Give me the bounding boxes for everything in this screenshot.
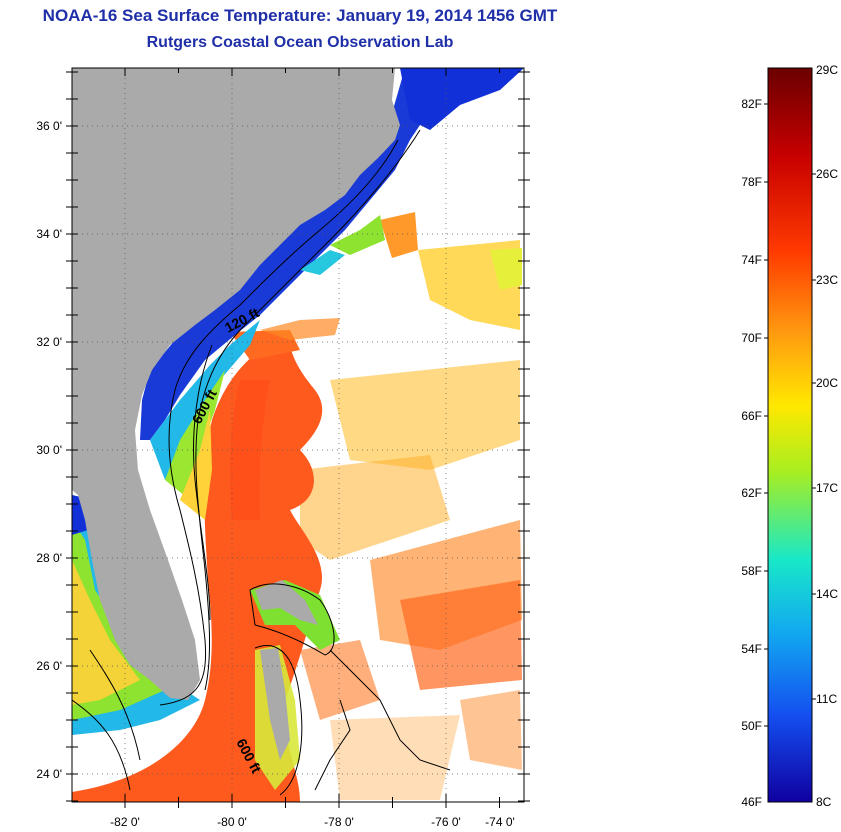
cb-c-label: 17C bbox=[816, 481, 838, 495]
lon-label: -78 0' bbox=[324, 815, 354, 829]
lon-label: -74 0' bbox=[485, 815, 515, 829]
cb-f-label: 58F bbox=[741, 564, 762, 578]
colorbar-celsius-labels: 29C 26C 23C 20C 17C 14C 11C 8C bbox=[816, 63, 838, 809]
land-bahamas bbox=[255, 580, 318, 625]
lat-label: 34 0' bbox=[36, 227, 62, 241]
cb-c-label: 26C bbox=[816, 167, 838, 181]
land-us-coast bbox=[72, 68, 400, 700]
lat-label: 32 0' bbox=[36, 335, 62, 349]
cb-c-label: 29C bbox=[816, 63, 838, 77]
cb-f-label: 78F bbox=[741, 175, 762, 189]
map-subtitle: Rutgers Coastal Ocean Observation Lab bbox=[146, 34, 454, 51]
cb-c-label: 11C bbox=[816, 692, 837, 706]
lat-label: 24 0' bbox=[36, 767, 62, 781]
cb-f-label: 66F bbox=[741, 409, 762, 423]
cb-f-label: 82F bbox=[741, 97, 762, 111]
map-title: NOAA-16 Sea Surface Temperature: January… bbox=[42, 6, 558, 25]
cb-c-label: 23C bbox=[816, 273, 838, 287]
offshore-sst-patches bbox=[300, 212, 522, 800]
lat-label: 28 0' bbox=[36, 551, 62, 565]
lat-label: 36 0' bbox=[36, 119, 62, 133]
graticule bbox=[72, 68, 524, 802]
lat-label: 30 0' bbox=[36, 443, 62, 457]
longitude-labels: -82 0' -80 0' -78 0' -76 0' -74 0' bbox=[110, 815, 515, 829]
lon-label: -80 0' bbox=[217, 815, 247, 829]
bathymetry-contours bbox=[72, 129, 451, 796]
cb-f-label: 46F bbox=[741, 795, 762, 809]
latitude-labels: 36 0' 34 0' 32 0' 30 0' 28 0' 26 0' 24 0… bbox=[36, 119, 62, 781]
cb-c-label: 14C bbox=[816, 587, 838, 601]
cb-c-label: 20C bbox=[816, 376, 838, 390]
shelf-water bbox=[140, 68, 470, 440]
cb-f-label: 70F bbox=[741, 331, 762, 345]
cb-f-label: 74F bbox=[741, 253, 762, 267]
lon-label: -76 0' bbox=[431, 815, 461, 829]
cb-f-label: 62F bbox=[741, 486, 762, 500]
cb-f-label: 50F bbox=[741, 719, 762, 733]
lon-label: -82 0' bbox=[110, 815, 140, 829]
lat-label: 26 0' bbox=[36, 659, 62, 673]
colorbar bbox=[767, 67, 813, 803]
cb-f-label: 54F bbox=[741, 642, 762, 656]
map-frame bbox=[71, 67, 525, 803]
colorbar-fahrenheit-labels: 82F 78F 74F 70F 66F 62F 58F 54F 50F 46F bbox=[741, 97, 762, 809]
cb-c-label: 8C bbox=[816, 795, 832, 809]
